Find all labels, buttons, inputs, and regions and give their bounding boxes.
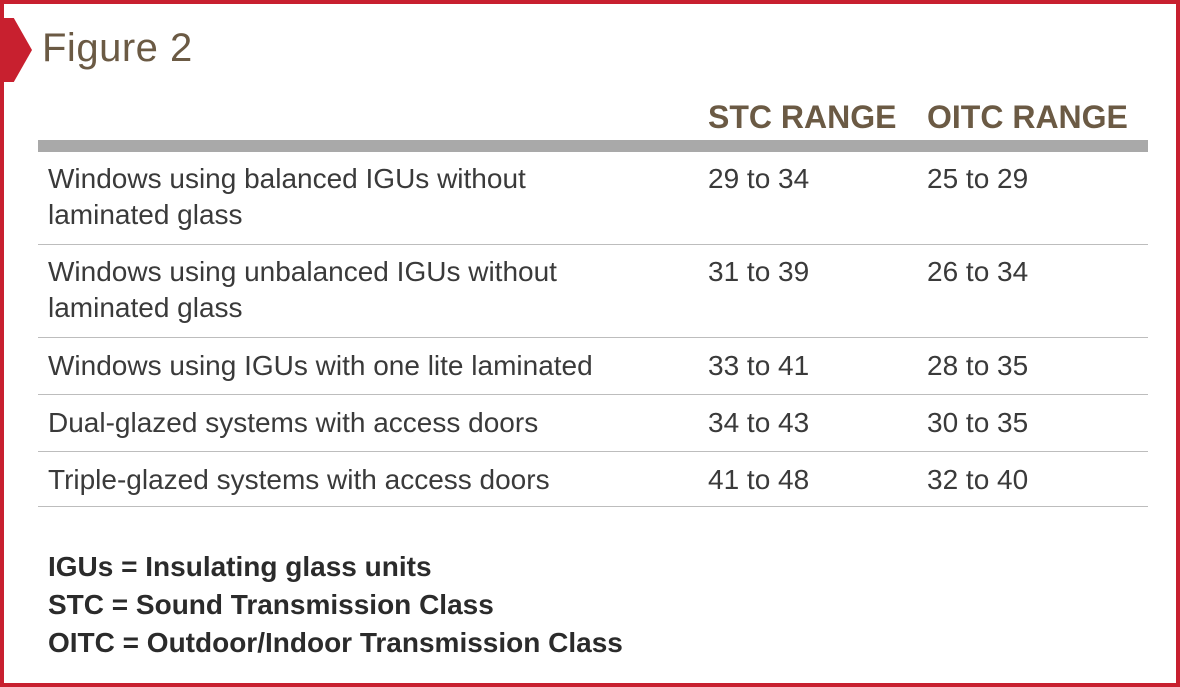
row-label: Triple-glazed systems with access doors: [48, 464, 550, 495]
table-row: Windows using IGUs with one lite laminat…: [38, 338, 1148, 395]
abbreviation-legend: IGUs = Insulating glass units STC = Soun…: [48, 548, 623, 662]
row-oitc-range: 32 to 40: [927, 464, 1029, 495]
legend-item-igus: IGUs = Insulating glass units: [48, 551, 432, 582]
row-label: Windows using IGUs with one lite laminat…: [48, 350, 593, 381]
red-tab-marker: [4, 18, 32, 82]
row-oitc-range: 30 to 35: [927, 407, 1029, 438]
table-row: Windows using balanced IGUs without lami…: [38, 152, 1148, 245]
table-row: Triple-glazed systems with access doors …: [38, 452, 1148, 507]
legend-item-stc: STC = Sound Transmission Class: [48, 589, 494, 620]
figure-title: Figure 2: [42, 26, 193, 70]
row-stc-range: 29 to 34: [708, 163, 810, 194]
row-oitc-range: 26 to 34: [927, 256, 1029, 287]
row-label: Windows using unbalanced IGUs without la…: [48, 256, 557, 323]
row-stc-range: 31 to 39: [708, 256, 810, 287]
row-oitc-range: 25 to 29: [927, 163, 1029, 194]
row-stc-range: 33 to 41: [708, 350, 810, 381]
range-table: Windows using balanced IGUs without lami…: [38, 152, 1148, 507]
row-oitc-range: 28 to 35: [927, 350, 1029, 381]
column-header-stc: STC RANGE: [708, 99, 897, 135]
row-label: Windows using balanced IGUs without lami…: [48, 163, 526, 230]
column-header-oitc: OITC RANGE: [927, 99, 1128, 135]
table-row: Dual-glazed systems with access doors 34…: [38, 395, 1148, 452]
header-rule: [38, 140, 1148, 152]
legend-item-oitc: OITC = Outdoor/Indoor Transmission Class: [48, 627, 623, 658]
row-label: Dual-glazed systems with access doors: [48, 407, 539, 438]
row-stc-range: 41 to 48: [708, 464, 810, 495]
row-stc-range: 34 to 43: [708, 407, 810, 438]
table-row: Windows using unbalanced IGUs without la…: [38, 245, 1148, 338]
